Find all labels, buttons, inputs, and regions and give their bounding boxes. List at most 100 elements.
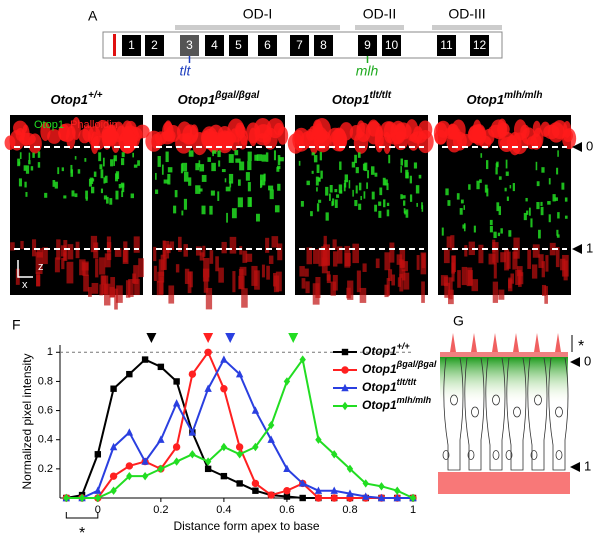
series-line bbox=[66, 357, 414, 499]
otop1-signal bbox=[476, 180, 480, 190]
otop1-signal bbox=[332, 198, 335, 206]
x-tick-label: 0 bbox=[95, 504, 101, 516]
otop1-signal bbox=[74, 193, 78, 198]
phalloidin-signal bbox=[304, 268, 309, 277]
marker bbox=[252, 487, 259, 494]
otop1-signal bbox=[98, 152, 102, 162]
phalloidin-signal bbox=[162, 240, 166, 257]
otop1-signal bbox=[318, 199, 322, 203]
otop1-signal bbox=[57, 167, 60, 175]
legend-marker bbox=[341, 348, 349, 356]
phalloidin-signal bbox=[153, 246, 157, 262]
otop1-signal bbox=[18, 178, 22, 187]
otop1-signal bbox=[90, 186, 95, 194]
otop1-signal bbox=[382, 177, 386, 186]
phalloidin-signal bbox=[394, 122, 412, 140]
otop1-signal bbox=[317, 177, 321, 182]
phalloidin-signal bbox=[472, 119, 482, 140]
nucleus bbox=[530, 450, 538, 460]
otop1-signal bbox=[384, 179, 388, 186]
otop1-signal bbox=[182, 162, 188, 172]
phalloidin-signal bbox=[36, 248, 43, 258]
phalloidin-signal bbox=[531, 264, 538, 279]
otop1-signal bbox=[183, 171, 189, 182]
exon-label: 12 bbox=[473, 38, 487, 52]
phalloidin-signal bbox=[384, 252, 391, 271]
otop1-signal bbox=[118, 183, 122, 189]
phalloidin-signal bbox=[433, 122, 448, 145]
marker bbox=[251, 406, 260, 414]
otop1-signal bbox=[552, 194, 556, 202]
otop1-signal bbox=[557, 212, 560, 219]
phalloidin-signal bbox=[346, 287, 351, 299]
domain-bar bbox=[432, 25, 502, 30]
otop1-signal bbox=[402, 195, 406, 199]
marker bbox=[283, 487, 291, 495]
otop1-signal bbox=[378, 210, 382, 218]
exon-label: 5 bbox=[235, 38, 242, 52]
marker bbox=[94, 451, 102, 458]
otop1-signal bbox=[212, 151, 214, 157]
otop1-signal bbox=[523, 212, 527, 221]
genotype-title: Otop1mlh/mlh bbox=[467, 90, 543, 107]
phalloidin-signal bbox=[88, 287, 92, 297]
phalloidin-signal bbox=[101, 275, 109, 295]
otop1-signal bbox=[484, 184, 488, 193]
phalloidin-signal bbox=[10, 242, 15, 251]
support-cell-layer bbox=[438, 472, 570, 494]
micrograph bbox=[287, 115, 434, 305]
exon bbox=[470, 35, 489, 56]
marker bbox=[78, 493, 86, 503]
phalloidin-signal bbox=[138, 258, 144, 278]
marker bbox=[393, 493, 401, 502]
exon-label: 8 bbox=[320, 38, 327, 52]
genotype: mlh/mlh bbox=[504, 90, 542, 101]
axis-letter: z bbox=[38, 261, 44, 273]
otop1-signal bbox=[338, 184, 343, 193]
otop1-signal bbox=[418, 174, 422, 179]
phalloidin-signal bbox=[446, 236, 452, 248]
otop1-signal bbox=[386, 209, 390, 217]
phalloidin-signal bbox=[344, 245, 351, 268]
x-tick-label: 0.2 bbox=[153, 504, 168, 516]
marker bbox=[220, 385, 228, 393]
phalloidin-signal bbox=[545, 255, 549, 272]
marker bbox=[236, 480, 243, 487]
phalloidin-signal bbox=[191, 131, 208, 156]
otop1-signal bbox=[106, 196, 109, 204]
otop1-signal bbox=[93, 171, 97, 177]
marker bbox=[377, 493, 386, 502]
otop1-signal bbox=[409, 175, 412, 184]
gene-name: Otop1 bbox=[50, 92, 88, 107]
marker bbox=[220, 442, 228, 452]
otop1-signal bbox=[538, 229, 541, 239]
phalloidin-signal bbox=[203, 277, 209, 293]
gene-name: Otop1 bbox=[467, 92, 505, 107]
phalloidin-signal bbox=[451, 255, 456, 272]
level-arrow bbox=[570, 462, 580, 472]
exon-label: 10 bbox=[385, 38, 399, 52]
otop1-signal bbox=[383, 199, 386, 208]
marker bbox=[188, 428, 197, 436]
legend-marker bbox=[341, 401, 349, 411]
phalloidin-signal bbox=[114, 248, 122, 257]
peak-arrow bbox=[203, 333, 214, 343]
x-axis-label: Distance form apex to base bbox=[173, 519, 319, 533]
phalloidin-signal bbox=[271, 236, 279, 248]
otop1-signal bbox=[313, 155, 318, 163]
otop1-signal bbox=[30, 166, 34, 171]
phalloidin-signal bbox=[54, 257, 60, 273]
phalloidin-signal bbox=[114, 288, 118, 310]
marker bbox=[173, 378, 180, 385]
phalloidin-signal bbox=[95, 258, 99, 278]
exon-label: 1 bbox=[128, 38, 135, 52]
phalloidin-signal bbox=[359, 287, 367, 303]
phalloidin-signal bbox=[239, 130, 249, 146]
otop1-signal bbox=[405, 209, 409, 218]
level-arrow bbox=[572, 142, 582, 152]
otop1-signal bbox=[409, 194, 413, 202]
phalloidin-signal bbox=[492, 242, 499, 263]
legend-genotype: tlt/tlt bbox=[397, 377, 417, 387]
phalloidin-signal bbox=[403, 272, 410, 290]
exon bbox=[205, 35, 224, 56]
